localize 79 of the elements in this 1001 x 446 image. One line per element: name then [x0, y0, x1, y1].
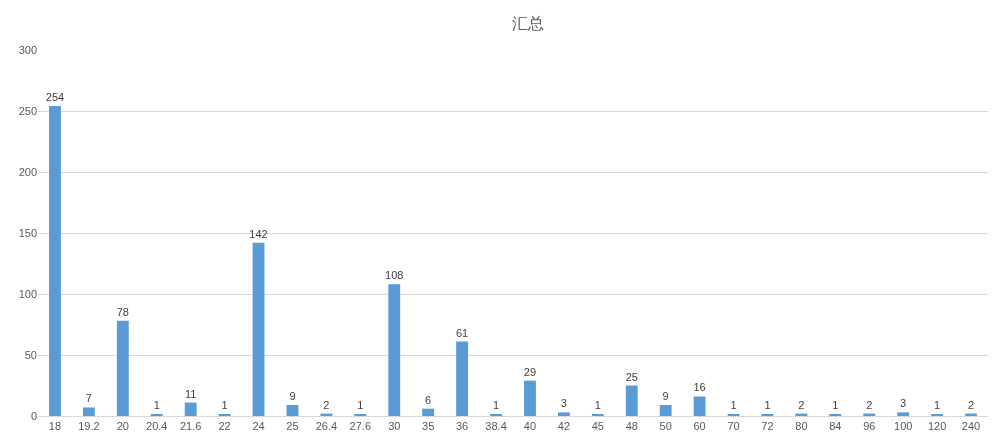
x-tick-label: 21.6: [179, 420, 202, 433]
data-label: 2: [866, 398, 873, 411]
y-tick-label: 0: [30, 409, 37, 422]
x-tick-label: 84: [829, 420, 842, 433]
x-tick-label: 70: [727, 420, 740, 433]
x-tick-label: 30: [388, 420, 401, 433]
data-label: 108: [385, 269, 404, 282]
x-tick-label: 96: [863, 420, 876, 433]
y-tick-label: 50: [24, 348, 37, 361]
x-tick-label: 80: [795, 420, 808, 433]
x-tick-label: 20.4: [146, 420, 168, 433]
x-tick-label: 22: [218, 420, 231, 433]
data-label: 11: [184, 387, 197, 400]
bar: [625, 385, 638, 416]
x-tick-label: 26.4: [315, 420, 338, 433]
data-label: 1: [357, 399, 364, 411]
data-label: 9: [289, 390, 296, 403]
bar: [49, 106, 61, 416]
data-label: 7: [85, 392, 92, 405]
data-label: 254: [45, 91, 65, 104]
x-tick-label: 120: [927, 420, 947, 433]
data-label: 2: [798, 398, 805, 411]
x-tick-label: 45: [591, 420, 604, 433]
data-label: 29: [523, 365, 537, 378]
x-tick-label: 60: [693, 420, 706, 433]
y-tick-label: 100: [18, 287, 37, 300]
data-label: 2: [967, 398, 975, 411]
x-tick-label: 20: [116, 420, 129, 433]
data-label: 61: [455, 326, 469, 339]
bar: [557, 412, 570, 416]
data-label: 1: [221, 399, 228, 411]
x-tick-label: 40: [523, 420, 537, 433]
x-tick-label: 24: [252, 420, 265, 433]
x-tick-label: 50: [659, 420, 672, 433]
x-tick-label: 35: [422, 420, 435, 433]
bar: [422, 408, 435, 416]
data-label: 3: [560, 397, 567, 410]
x-tick-label: 72: [761, 420, 774, 433]
data-label: 1: [594, 399, 601, 411]
data-label: 78: [116, 305, 129, 318]
data-label: 9: [662, 390, 669, 403]
bar: [116, 320, 129, 416]
data-label: 16: [693, 381, 706, 394]
x-tick-label: 240: [961, 420, 981, 433]
data-label: 1: [934, 399, 941, 411]
bar: [388, 284, 401, 416]
data-label: 1: [492, 399, 500, 411]
data-label: 1: [832, 399, 839, 411]
x-tick-label: 19.2: [78, 420, 100, 433]
bar: [286, 405, 299, 416]
x-tick-label: 36: [455, 420, 469, 433]
x-tick-label: 42: [557, 420, 571, 433]
chart-title: 汇总: [511, 14, 544, 34]
y-tick-label: 150: [18, 226, 37, 239]
bar: [693, 396, 706, 416]
bar: [82, 407, 95, 416]
data-label: 1: [764, 399, 771, 411]
data-label: 25: [625, 370, 638, 383]
x-tick-label: 48: [625, 420, 638, 433]
bar: [897, 412, 910, 416]
y-tick-label: 300: [18, 43, 37, 56]
data-label: 1: [153, 399, 160, 411]
bar: [456, 341, 469, 416]
data-label: 142: [249, 227, 268, 240]
y-tick-label: 200: [18, 165, 37, 178]
bar: [659, 405, 672, 416]
data-label: 1: [730, 399, 737, 411]
y-tick-label: 250: [18, 104, 37, 117]
data-label: 3: [900, 397, 907, 410]
x-tick-label: 38.4: [485, 420, 507, 433]
bar: [524, 380, 536, 416]
x-tick-label: 18: [48, 420, 62, 433]
data-label: 6: [425, 393, 432, 406]
x-tick-label: 100: [894, 420, 913, 433]
x-tick-label: 27.6: [349, 420, 372, 433]
data-label: 2: [323, 398, 330, 411]
bar: [184, 402, 197, 416]
bar: [252, 242, 265, 416]
x-tick-label: 25: [286, 420, 299, 433]
